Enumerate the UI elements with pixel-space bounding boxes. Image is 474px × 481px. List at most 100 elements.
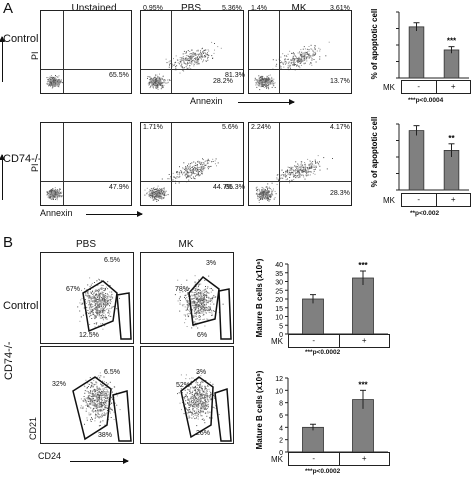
event-dot xyxy=(97,397,99,399)
event-dot xyxy=(207,165,209,167)
event-dot xyxy=(191,394,193,396)
event-dot xyxy=(202,293,204,294)
event-dot xyxy=(256,189,258,191)
event-dot xyxy=(199,313,201,314)
event-dot xyxy=(178,182,180,184)
event-dot xyxy=(193,307,195,309)
event-dot xyxy=(266,79,268,81)
event-dot xyxy=(50,85,52,87)
event-dot xyxy=(207,52,208,53)
event-dot xyxy=(118,297,120,299)
event-dot xyxy=(102,391,104,393)
event-dot xyxy=(205,164,207,166)
event-dot xyxy=(261,81,263,83)
event-dot xyxy=(302,59,304,61)
event-dot xyxy=(198,175,200,177)
event-dot xyxy=(98,395,99,397)
event-dot xyxy=(190,383,192,385)
event-dot xyxy=(265,80,267,82)
event-dot xyxy=(204,167,206,169)
event-dot xyxy=(261,194,263,196)
event-dot xyxy=(150,193,152,195)
event-dot xyxy=(199,162,201,164)
event-dot xyxy=(181,59,183,61)
y-tick-label: 10 xyxy=(275,315,283,322)
event-dot xyxy=(151,81,153,83)
event-dot xyxy=(186,175,188,177)
event-dot xyxy=(97,410,99,412)
event-dot xyxy=(105,306,106,308)
event-dot xyxy=(82,400,84,402)
event-dot xyxy=(201,308,203,310)
event-dot xyxy=(213,295,215,297)
event-dot xyxy=(285,175,287,177)
event-dot xyxy=(102,408,104,410)
event-dot xyxy=(196,413,198,415)
flow-plot-control-unstained xyxy=(40,10,132,94)
event-dot xyxy=(94,417,96,419)
event-dot xyxy=(98,396,100,398)
event-dot xyxy=(293,176,295,178)
event-dot xyxy=(56,80,58,82)
event-dot xyxy=(156,195,158,197)
event-dot xyxy=(49,193,51,195)
event-dot xyxy=(206,395,208,396)
event-dot xyxy=(50,81,52,83)
event-dot xyxy=(160,77,162,79)
event-dot xyxy=(107,302,109,304)
event-dot xyxy=(106,399,108,401)
event-dot xyxy=(200,397,202,399)
event-dot xyxy=(194,321,196,323)
event-dot xyxy=(97,409,99,411)
event-dot xyxy=(185,378,187,380)
event-dot xyxy=(108,315,110,317)
event-dot xyxy=(205,396,206,398)
event-dot xyxy=(98,398,100,400)
event-dot xyxy=(311,48,313,50)
event-dot xyxy=(298,66,300,68)
event-dot xyxy=(189,313,191,315)
event-dot xyxy=(307,175,309,177)
event-dot xyxy=(97,410,99,412)
flow-plot-b-cd74-mk xyxy=(140,346,234,444)
event-dot xyxy=(89,313,91,314)
event-dot xyxy=(194,167,196,169)
event-dot xyxy=(100,375,102,377)
event-dot xyxy=(114,402,116,404)
event-dot xyxy=(297,61,299,62)
event-dot xyxy=(104,294,106,296)
event-dot xyxy=(289,173,291,175)
event-dot xyxy=(313,169,315,170)
event-dot xyxy=(208,309,210,311)
event-dot xyxy=(189,391,191,392)
event-dot xyxy=(205,386,207,388)
event-dot xyxy=(154,85,156,87)
event-dot xyxy=(153,78,155,80)
event-dot xyxy=(200,171,202,173)
event-dot xyxy=(176,65,178,67)
quadrant-value: 28.2% xyxy=(213,78,233,85)
scatter-dots xyxy=(255,155,333,203)
event-dot xyxy=(281,170,283,172)
event-dot xyxy=(105,388,107,390)
bar-chart-apoptosis-cd74: % of apoptotic cell ** xyxy=(370,117,469,191)
event-dot xyxy=(269,82,270,84)
event-dot xyxy=(209,301,211,302)
event-dot xyxy=(197,393,199,395)
event-dot xyxy=(287,172,289,174)
event-dot xyxy=(99,311,101,313)
event-dot xyxy=(201,55,202,57)
x-row-label-mk: MK xyxy=(271,455,283,464)
event-dot xyxy=(92,401,93,403)
event-dot xyxy=(191,53,193,55)
event-dot xyxy=(97,404,99,406)
event-dot xyxy=(259,193,261,195)
event-dot xyxy=(318,164,320,166)
event-dot xyxy=(199,306,201,308)
event-dot xyxy=(80,303,82,305)
event-dot xyxy=(301,58,303,60)
event-dot xyxy=(102,300,104,302)
event-dot xyxy=(267,187,269,189)
event-dot xyxy=(202,300,204,302)
event-dot xyxy=(61,195,63,196)
